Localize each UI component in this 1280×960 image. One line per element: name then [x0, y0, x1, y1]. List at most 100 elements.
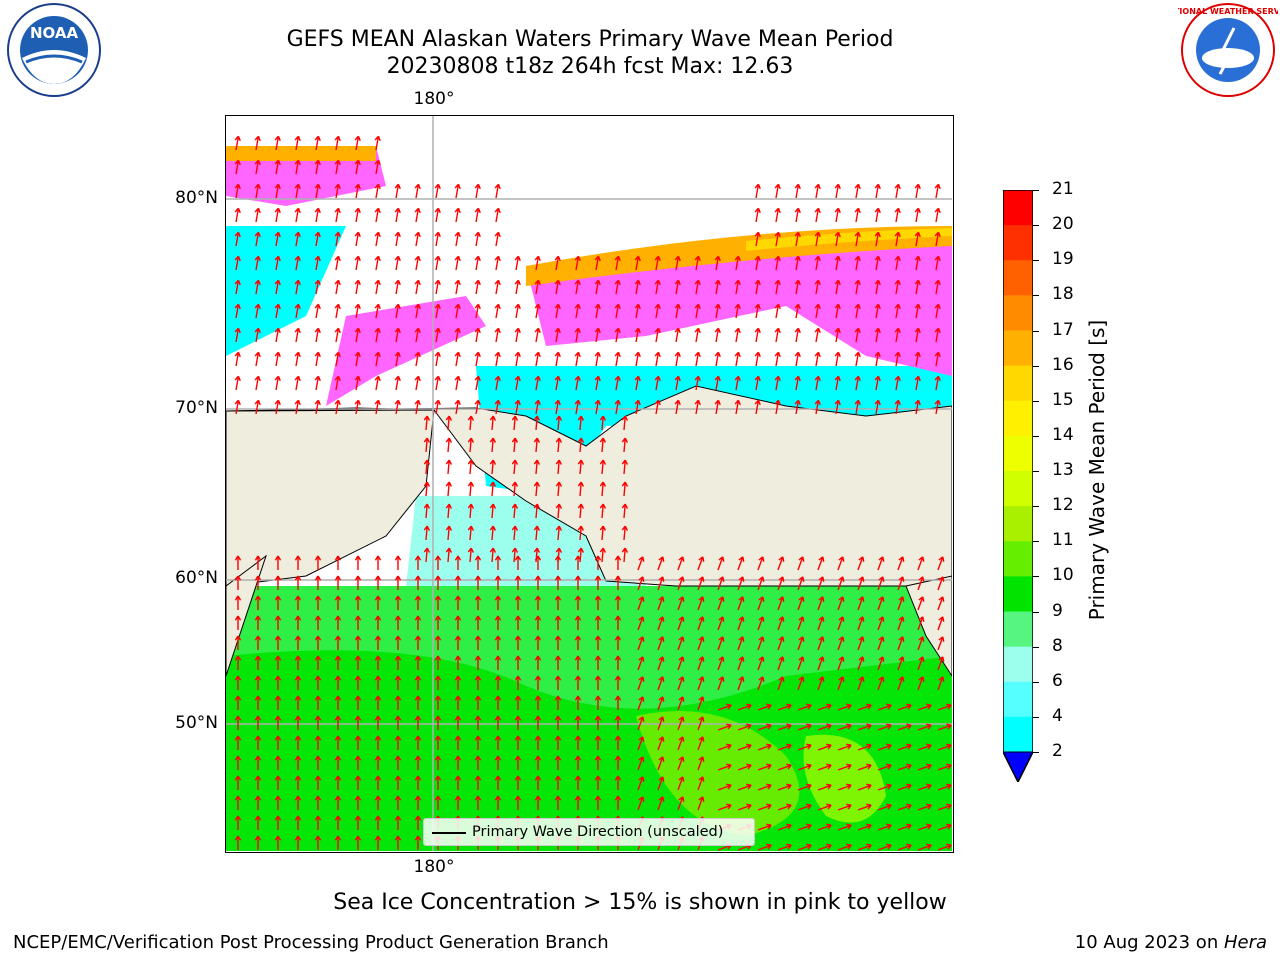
wave-arrow [354, 183, 361, 199]
wave-arrow [534, 351, 541, 367]
wave-arrow [757, 576, 765, 591]
wave-arrow [274, 231, 281, 247]
wave-arrow [334, 183, 341, 199]
colorbar-band [1003, 260, 1033, 296]
wave-arrow [534, 795, 542, 810]
wave-arrow [234, 255, 241, 271]
wave-arrow [494, 695, 502, 710]
wave-arrow [697, 796, 705, 811]
wave-arrow [599, 547, 607, 563]
wave-arrow [614, 327, 621, 343]
wave-arrow [314, 715, 322, 730]
wave-arrow [394, 255, 401, 271]
wave-arrow [294, 303, 301, 319]
wave-arrow [254, 159, 261, 175]
wave-arrow [454, 755, 462, 770]
wave-arrow [414, 635, 422, 650]
wave-arrow [374, 635, 382, 650]
wave-arrow [234, 351, 241, 367]
wave-arrow [854, 279, 861, 295]
wave-arrow [794, 327, 801, 343]
wave-arrow [555, 459, 563, 475]
wave-arrow [514, 255, 521, 271]
wave-arrow [434, 655, 442, 670]
colorbar-tick-label: 17 [1052, 319, 1074, 340]
colorbar-tick-mark [1033, 400, 1039, 402]
wave-arrow [494, 375, 501, 391]
colorbar-band [1003, 681, 1033, 718]
wave-arrow [234, 635, 242, 650]
wave-arrow [817, 723, 832, 731]
wave-arrow [574, 303, 581, 319]
colorbar-tick-mark [1033, 330, 1039, 332]
wave-arrow [494, 183, 501, 199]
colorbar-band [1003, 190, 1033, 226]
wave-arrow [574, 715, 582, 730]
wave-arrow [934, 327, 941, 343]
wave-arrow [494, 615, 502, 630]
wave-arrow [757, 723, 772, 731]
wave-arrow [454, 183, 461, 199]
wave-arrow [254, 695, 262, 710]
wave-arrow [857, 763, 872, 771]
wave-arrow [817, 656, 825, 671]
wave-arrow [574, 775, 582, 790]
wave-arrow [874, 399, 881, 415]
wave-arrow [777, 843, 792, 851]
wave-arrow [254, 775, 262, 790]
wave-arrow [354, 399, 361, 415]
wave-arrow [734, 279, 741, 295]
wave-arrow [254, 755, 262, 770]
wave-arrow [594, 775, 602, 790]
wave-arrow [634, 351, 641, 367]
wave-arrow [423, 503, 431, 519]
wave-arrow [657, 716, 665, 731]
wave-arrow [234, 655, 242, 670]
wave-arrow [394, 795, 402, 810]
wave-arrow [534, 575, 542, 590]
wave-arrow [533, 547, 541, 563]
wave-arrow [254, 595, 262, 610]
wave-arrow [494, 231, 501, 247]
wave-arrow [814, 351, 821, 367]
wave-arrow [674, 399, 681, 415]
wave-arrow [774, 279, 781, 295]
wave-arrow [837, 803, 852, 811]
wave-arrow [374, 207, 381, 223]
wave-arrow [274, 207, 281, 223]
wave-arrow [554, 695, 562, 710]
wave-arrow [894, 375, 901, 391]
wave-arrow [917, 763, 932, 771]
wave-arrow [937, 823, 952, 831]
wave-arrow [774, 231, 781, 247]
wave-arrow [874, 183, 881, 199]
wave-arrow [714, 303, 721, 319]
svg-text:NOAA: NOAA [30, 24, 79, 42]
wave-arrow [754, 231, 761, 247]
wave-arrow [717, 676, 725, 691]
wave-arrow [294, 775, 302, 790]
wave-arrow [423, 415, 431, 431]
wave-arrow [794, 207, 801, 223]
wave-arrow [874, 279, 881, 295]
wave-arrow [314, 351, 321, 367]
wave-arrow [445, 481, 453, 497]
wave-arrow [734, 375, 741, 391]
wave-arrow [614, 255, 621, 271]
wave-arrow [837, 843, 852, 851]
wave-arrow [514, 795, 522, 810]
wave-arrow [234, 375, 241, 391]
wave-arrow [757, 803, 772, 811]
wave-arrow [314, 255, 321, 271]
wave-arrow [374, 695, 382, 710]
wave-arrow [554, 575, 562, 590]
wave-arrow [614, 399, 621, 415]
wave-arrow [445, 525, 453, 541]
wave-arrow [274, 735, 282, 750]
wave-arrow [934, 375, 941, 391]
chart-subtitle: 20230808 t18z 264h fcst Max: 12.63 [386, 54, 794, 79]
wave-arrow [694, 399, 701, 415]
wave-arrow [414, 735, 422, 750]
wave-arrow [614, 675, 622, 690]
wave-arrow [494, 279, 501, 295]
